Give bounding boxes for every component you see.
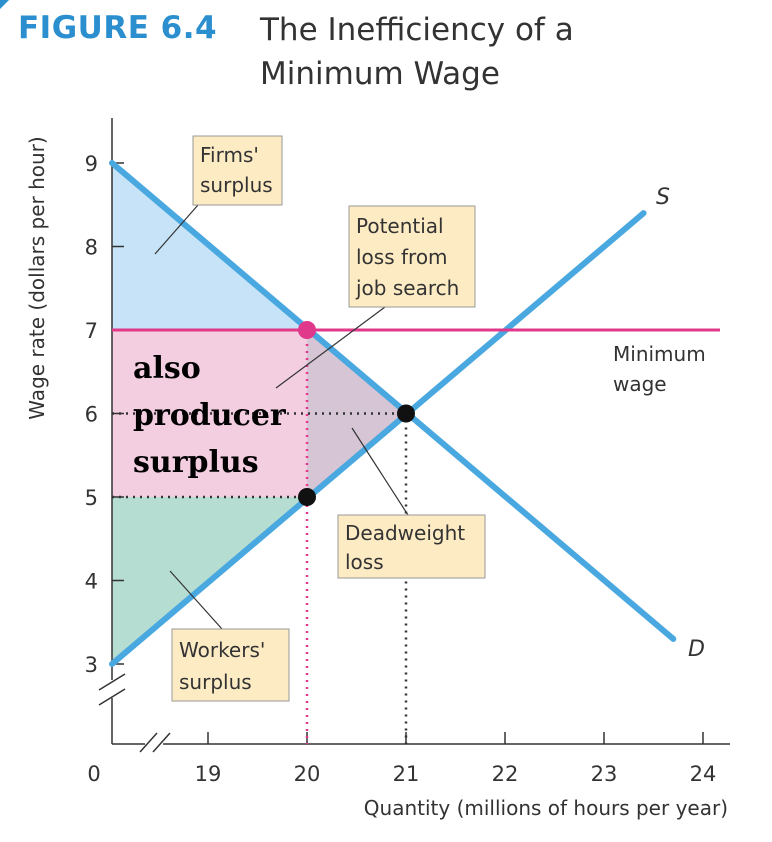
figure-title: The Inefficiency of a Minimum Wage	[260, 12, 574, 92]
x-tick-label: 0	[87, 762, 100, 786]
workers-surplus-text-2: surplus	[179, 670, 252, 694]
workers-surplus-text-1: Workers'	[179, 638, 265, 662]
potential-loss-text-2: loss from	[356, 245, 448, 269]
annotation-line-1: also	[133, 351, 201, 386]
potential-loss-leader	[275, 306, 386, 389]
point-min-wage-demand	[298, 321, 316, 339]
deadweight-loss-text-1: Deadweight	[345, 521, 465, 545]
corner-mark	[0, 0, 9, 9]
potential-loss-text-1: Potential	[356, 214, 444, 238]
figure-number: FIGURE 6.4	[18, 10, 218, 46]
y-ticks: 3 4 5 6 7 8 9	[85, 152, 124, 677]
x-tick-label: 23	[591, 762, 618, 786]
firms-surplus-callout: Firms' surplus	[192, 135, 283, 206]
minimum-wage-transfer-region	[112, 330, 307, 497]
demand-label: D	[688, 637, 705, 662]
y-tick-label: 9	[85, 152, 98, 176]
supply-curve	[109, 210, 647, 667]
y-axis-break-1	[98, 673, 126, 691]
y-axis-break-2	[98, 688, 126, 706]
workers-surplus-callout: Workers' surplus	[171, 628, 290, 702]
y-tick-label: 8	[85, 236, 98, 260]
y-axis-title: Wage rate (dollars per hour)	[25, 136, 49, 419]
x-tick-label: 20	[294, 762, 321, 786]
annotation-line-3: surplus	[133, 445, 259, 480]
x-tick-label: 21	[393, 762, 420, 786]
x-tick-label: 22	[492, 762, 519, 786]
y-tick-label: 6	[85, 403, 98, 427]
firms-surplus-text-2: surplus	[200, 173, 273, 197]
x-tick-label: 24	[690, 762, 717, 786]
deadweight-loss-leader	[351, 427, 409, 516]
x-axis-title: Quantity (millions of hours per year)	[364, 796, 728, 820]
point-equilibrium	[397, 404, 415, 423]
y-tick-label: 4	[85, 570, 98, 594]
minimum-wage-label-line1: Minimum	[613, 342, 706, 366]
x-ticks: 0 19 20 21 22 23 24	[87, 732, 716, 786]
deadweight-loss-callout: Deadweight loss	[337, 514, 486, 579]
point-min-wage-supply	[298, 488, 316, 506]
minimum-wage-label-line2: wage	[613, 372, 667, 396]
x-axis-break-1	[139, 732, 158, 753]
deadweight-loss-region	[307, 330, 406, 497]
firms-surplus-leader	[154, 204, 199, 255]
potential-loss-text-3: job search	[355, 276, 459, 300]
x-axis-break-2	[152, 732, 171, 753]
potential-loss-callout: Potential loss from job search	[348, 205, 476, 308]
y-tick-label: 3	[85, 653, 98, 677]
deadweight-loss-text-2: loss	[345, 550, 384, 574]
demand-curve	[109, 160, 677, 642]
y-tick-label: 5	[85, 486, 98, 510]
supply-label: S	[656, 185, 670, 210]
workers-surplus-leader	[169, 570, 223, 630]
y-tick-label: 7	[85, 319, 98, 343]
x-tick-label: 19	[195, 762, 222, 786]
annotation-line-2: producer	[133, 398, 287, 433]
firms-surplus-text-1: Firms'	[200, 143, 259, 167]
